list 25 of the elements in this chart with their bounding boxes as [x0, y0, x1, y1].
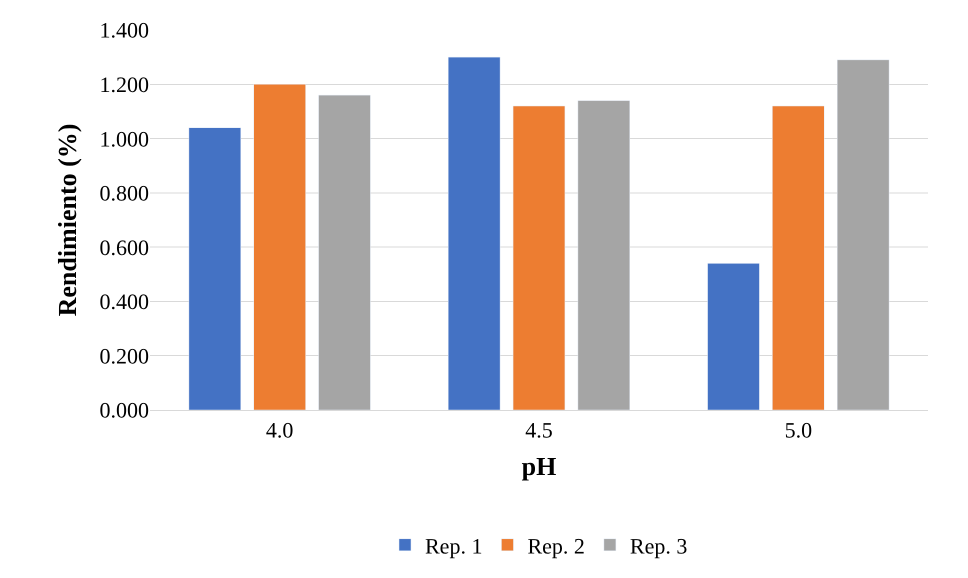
bar [512, 106, 566, 410]
bar [772, 106, 825, 410]
y-tick-label: 0.600 [100, 234, 149, 260]
y-tick-label: 1.000 [100, 126, 149, 152]
y-tick-label: 1.400 [100, 18, 149, 43]
x-tick-label: 4.5 [525, 417, 553, 442]
y-tick-label: 1.200 [100, 72, 149, 97]
y-axis-title: Rendimiento (%) [52, 124, 82, 316]
bar [253, 84, 306, 410]
y-tick-label: 0.800 [100, 180, 149, 206]
y-tick-label: 0.400 [100, 289, 149, 314]
legend-label: Rep. 1 [425, 533, 482, 558]
bar [448, 56, 500, 410]
bar [707, 263, 760, 410]
x-tick-label: 4.0 [266, 417, 294, 442]
bar [318, 94, 371, 410]
bar [836, 60, 890, 410]
legend-label: Rep. 2 [527, 533, 585, 558]
bar [188, 127, 242, 410]
x-axis-title: pH [522, 452, 556, 482]
bar [578, 100, 630, 410]
legend-label: Rep. 3 [630, 533, 688, 558]
y-tick-label: 0.000 [100, 398, 149, 423]
x-tick-label: 5.0 [784, 417, 812, 442]
y-tick-label: 0.200 [100, 343, 149, 368]
